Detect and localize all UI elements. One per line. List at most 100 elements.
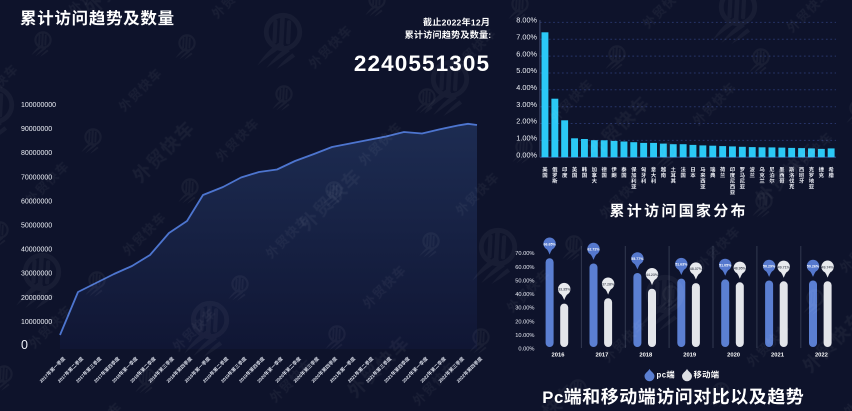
svg-text:70000000: 70000000	[21, 174, 52, 181]
svg-text:49.71%: 49.71%	[778, 265, 791, 269]
svg-text:2016: 2016	[552, 352, 566, 358]
svg-text:2: 2	[457, 17, 462, 27]
svg-text:1: 1	[242, 375, 248, 381]
svg-text:1: 1	[352, 373, 358, 379]
svg-text:0: 0	[457, 376, 463, 382]
svg-text:1: 1	[60, 375, 66, 381]
svg-text:2: 2	[452, 17, 457, 27]
svg-text:2: 2	[184, 378, 190, 384]
svg-text:66.65%: 66.65%	[543, 242, 556, 246]
svg-text:2: 2	[365, 378, 371, 384]
svg-text:2: 2	[425, 373, 431, 379]
svg-text:2: 2	[407, 373, 413, 379]
svg-text:0: 0	[149, 376, 155, 382]
svg-text:1: 1	[187, 375, 193, 381]
svg-text:0: 0	[59, 376, 65, 382]
svg-text:2018: 2018	[639, 352, 653, 358]
svg-text:0: 0	[167, 376, 173, 382]
svg-text:0: 0	[421, 376, 427, 382]
svg-text:0: 0	[447, 17, 452, 27]
svg-text:2: 2	[311, 378, 317, 384]
svg-text:2: 2	[423, 375, 429, 381]
svg-text:2: 2	[401, 378, 407, 384]
svg-text:0: 0	[240, 376, 246, 382]
svg-text:7: 7	[62, 373, 68, 379]
svg-text:2: 2	[278, 375, 284, 381]
svg-text:2: 2	[456, 378, 462, 384]
svg-text:2: 2	[93, 378, 99, 384]
svg-text:0: 0	[276, 376, 282, 382]
svg-text:0.00%: 0.00%	[518, 347, 534, 353]
svg-text:0: 0	[258, 376, 264, 382]
svg-text:0: 0	[222, 376, 228, 382]
svg-text:2.00%: 2.00%	[516, 117, 537, 126]
svg-text:5.00%: 5.00%	[516, 66, 537, 75]
svg-text:48.95%: 48.95%	[734, 266, 747, 270]
svg-text:8: 8	[135, 373, 141, 379]
svg-text:30.00%: 30.00%	[515, 306, 534, 312]
svg-text:p: p	[657, 371, 662, 380]
svg-text:2: 2	[441, 375, 447, 381]
svg-text:0: 0	[113, 376, 119, 382]
svg-text:2: 2	[350, 375, 356, 381]
svg-text:0: 0	[131, 376, 137, 382]
svg-text:80000000: 80000000	[21, 150, 52, 157]
svg-text:2: 2	[260, 375, 266, 381]
svg-text:2: 2	[329, 378, 335, 384]
svg-text:2: 2	[383, 378, 389, 384]
svg-text:1: 1	[97, 375, 103, 381]
svg-text:0: 0	[385, 376, 391, 382]
svg-text:8: 8	[171, 373, 177, 379]
svg-text:10.00%: 10.00%	[515, 333, 534, 339]
svg-text:2: 2	[202, 378, 208, 384]
svg-text:8.00%: 8.00%	[516, 16, 537, 25]
svg-text:2: 2	[443, 373, 449, 379]
svg-text:0: 0	[262, 373, 268, 379]
svg-text:50.26%: 50.26%	[807, 265, 820, 269]
svg-text:30000000: 30000000	[21, 271, 52, 278]
svg-text:2: 2	[459, 375, 465, 381]
svg-text:9: 9	[243, 373, 249, 379]
svg-text:2: 2	[111, 378, 117, 384]
svg-text:3.00%: 3.00%	[516, 100, 537, 109]
svg-text:2: 2	[75, 378, 81, 384]
svg-text:0: 0	[280, 373, 286, 379]
svg-text:40000000: 40000000	[21, 247, 52, 254]
svg-text:1: 1	[471, 17, 476, 27]
svg-text:2: 2	[147, 378, 153, 384]
svg-text:1: 1	[334, 373, 340, 379]
svg-text:2: 2	[166, 378, 172, 384]
svg-text:0: 0	[331, 376, 337, 382]
svg-text:1.00%: 1.00%	[516, 134, 537, 143]
svg-text:49.74%: 49.74%	[821, 265, 834, 269]
svg-text:0: 0	[77, 376, 83, 382]
svg-text:P: P	[542, 388, 553, 407]
svg-text:0: 0	[349, 376, 355, 382]
svg-text:2: 2	[256, 378, 262, 384]
svg-text:9: 9	[225, 373, 231, 379]
svg-text:50000000: 50000000	[21, 223, 52, 230]
svg-text:2: 2	[476, 17, 481, 27]
svg-text:8: 8	[116, 373, 122, 379]
svg-text:0: 0	[294, 376, 300, 382]
svg-text:1: 1	[388, 373, 394, 379]
svg-text:0: 0	[185, 376, 191, 382]
svg-text:2021: 2021	[771, 352, 785, 358]
svg-text:100000000: 100000000	[21, 102, 56, 109]
svg-text:0: 0	[40, 376, 46, 382]
svg-text:0: 0	[21, 338, 28, 352]
svg-text:2: 2	[419, 378, 425, 384]
svg-text:50.00%: 50.00%	[515, 278, 534, 284]
svg-text:7: 7	[80, 373, 86, 379]
svg-text:51.63%: 51.63%	[675, 263, 688, 267]
svg-text:2: 2	[57, 378, 63, 384]
svg-text:1: 1	[133, 375, 139, 381]
svg-text:2: 2	[314, 375, 320, 381]
svg-text:0: 0	[316, 373, 322, 379]
svg-text:9: 9	[189, 373, 195, 379]
svg-text:0: 0	[95, 376, 101, 382]
svg-text:0: 0	[312, 376, 318, 382]
svg-text:9: 9	[207, 373, 213, 379]
svg-text:2017: 2017	[595, 352, 608, 358]
svg-text:1: 1	[169, 375, 175, 381]
